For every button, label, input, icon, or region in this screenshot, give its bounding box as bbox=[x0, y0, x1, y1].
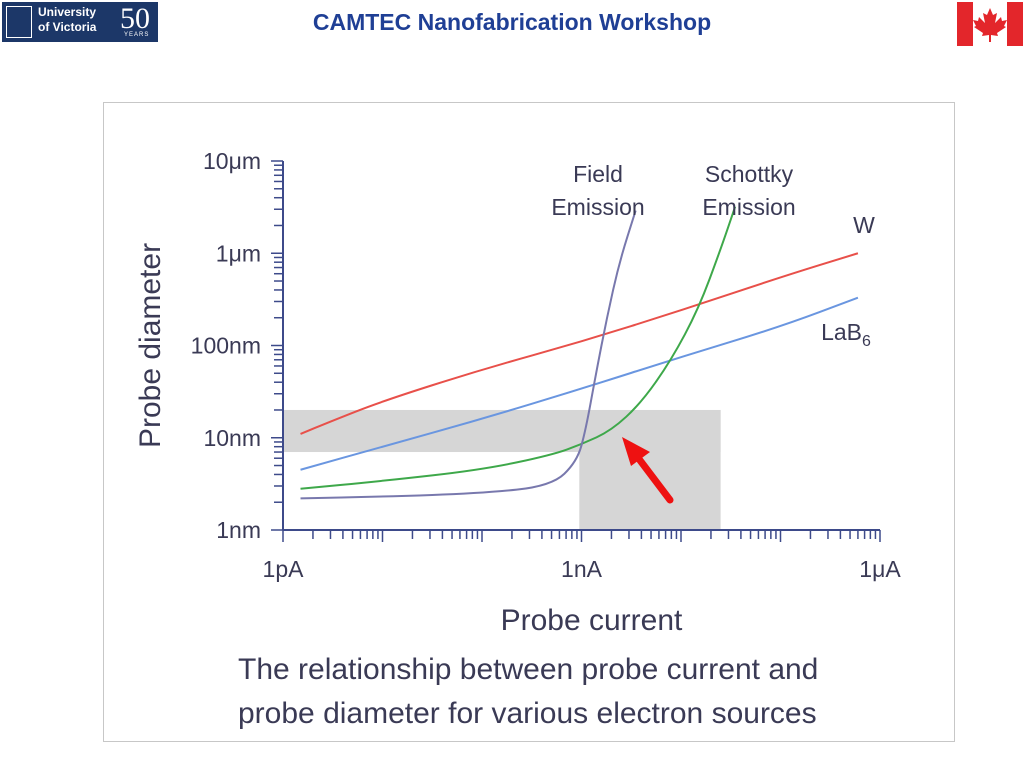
series-label: Schottky bbox=[705, 161, 794, 187]
y-tick-label: 1μm bbox=[216, 240, 261, 266]
series-label: Emission bbox=[551, 194, 644, 220]
series-line-field-emission bbox=[300, 210, 637, 500]
y-tick-label: 1nm bbox=[216, 517, 261, 543]
series-label: W bbox=[853, 212, 875, 238]
x-tick-label: 1nA bbox=[561, 556, 603, 582]
page-title: CAMTEC Nanofabrication Workshop bbox=[312, 9, 712, 35]
caption-line1: The relationship between probe current a… bbox=[238, 653, 819, 686]
series-line-schottky-emission bbox=[300, 206, 737, 490]
university-name-line1: University bbox=[38, 5, 97, 19]
y-axis-label: Probe diameter bbox=[134, 243, 167, 448]
anniversary-sub: YEARS bbox=[124, 32, 150, 38]
y-tick-label: 10μm bbox=[203, 148, 261, 174]
x-tick-label: 1μA bbox=[859, 556, 901, 582]
series-label: Field bbox=[573, 161, 623, 187]
x-axis-label: Probe current bbox=[501, 604, 683, 637]
figure-panel bbox=[103, 102, 955, 742]
caption-line2: probe diameter for various electron sour… bbox=[238, 697, 817, 730]
series-line-w bbox=[300, 252, 859, 435]
red-arrow-head-icon bbox=[622, 437, 650, 466]
series-line-lab6 bbox=[300, 296, 859, 471]
series-label: LaB6 bbox=[821, 319, 871, 350]
canada-flag-icon bbox=[957, 2, 1023, 46]
anniversary-number: 50 bbox=[120, 2, 150, 35]
x-tick-label: 1pA bbox=[263, 556, 305, 582]
university-name-line2: of Victoria bbox=[38, 20, 97, 34]
university-name: University of Victoria bbox=[38, 5, 96, 35]
y-tick-label: 10nm bbox=[203, 425, 261, 451]
red-arrow-icon bbox=[632, 451, 674, 504]
university-logo: University of Victoria 50 YEARS bbox=[2, 2, 158, 42]
series-label: Emission bbox=[702, 194, 795, 220]
shield-icon bbox=[6, 6, 32, 38]
y-tick-label: 100nm bbox=[191, 333, 261, 359]
